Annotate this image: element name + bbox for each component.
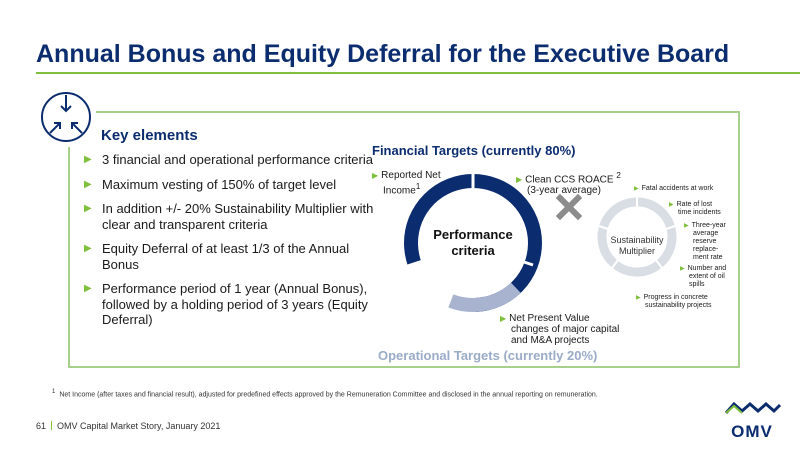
sustainability-item: ▶ Fatal accidents at work bbox=[634, 185, 714, 192]
list-item: ▶ 3 financial and operational performance… bbox=[84, 152, 373, 167]
sustainability-item: ▶ Three-year average reserve replace-ment… bbox=[684, 222, 726, 261]
triangle-right-icon: ▶ bbox=[372, 171, 379, 180]
clean-ccs-roace-label: ▶ Clean CCS ROACE 2 (3-year average) bbox=[516, 170, 621, 197]
triangle-right-icon: ▶ bbox=[684, 223, 689, 229]
performance-ring bbox=[404, 174, 542, 312]
sustainability-multiplier-label: Sustainability Multiplier bbox=[610, 235, 664, 256]
list-item: ▶ Equity Deferral of at least 1/3 of the … bbox=[84, 241, 350, 272]
sustainability-item: ▶ Progress in concrete sustainability pro… bbox=[636, 294, 712, 309]
triangle-right-icon: ▶ bbox=[500, 314, 507, 323]
segment-divider bbox=[412, 259, 426, 267]
key-elements-list: ▶ 3 financial and operational performance… bbox=[84, 152, 384, 337]
omv-logo: OMV bbox=[722, 401, 782, 442]
title-divider bbox=[36, 72, 800, 74]
omv-logo-mark bbox=[724, 401, 782, 414]
triangle-right-icon: ▶ bbox=[84, 243, 92, 254]
segment-divider bbox=[520, 259, 534, 267]
footer-divider bbox=[51, 421, 53, 430]
npv-label: ▶ Net Present Value changes of major capi… bbox=[500, 313, 620, 346]
key-elements-heading: Key elements bbox=[101, 127, 198, 144]
footer-text: OMV Capital Market Story, January 2021 bbox=[57, 421, 221, 431]
triangle-right-icon: ▶ bbox=[636, 295, 641, 301]
footer: 61 OMV Capital Market Story, January 2021 bbox=[36, 421, 220, 431]
multiply-icon bbox=[556, 194, 582, 220]
operational-segment bbox=[404, 174, 542, 312]
footnote: 1 Net Income (after taxes and financial r… bbox=[52, 389, 598, 399]
sustainability-item: ▶ Rate of lost time incidents bbox=[669, 201, 721, 216]
list-item: ▶ Performance period of 1 year (Annual Bo… bbox=[84, 281, 368, 327]
triangle-right-icon: ▶ bbox=[634, 186, 639, 192]
list-item: ▶ In addition +/- 20% Sustainability Mult… bbox=[84, 201, 374, 232]
triangle-right-icon: ▶ bbox=[516, 175, 523, 185]
triangle-right-icon: ▶ bbox=[680, 266, 685, 272]
content-frame bbox=[68, 111, 740, 368]
triangle-right-icon: ▶ bbox=[84, 154, 92, 165]
sustainability-item: ▶ Number and extent of oil spills bbox=[680, 265, 727, 288]
page-number: 61 bbox=[36, 421, 47, 431]
triangle-right-icon: ▶ bbox=[84, 203, 92, 214]
triangle-right-icon: ▶ bbox=[669, 202, 674, 208]
omv-logo-word: OMV bbox=[731, 422, 773, 441]
performance-criteria-label: Performance criteria bbox=[433, 227, 513, 258]
page-title: Annual Bonus and Equity Deferral for the… bbox=[36, 40, 730, 68]
sustainability-ring bbox=[597, 197, 677, 277]
operational-targets-title: Operational Targets (currently 20%) bbox=[378, 348, 598, 363]
reported-net-income-label: ▶ Reported Net Income1 bbox=[372, 170, 441, 197]
triangle-right-icon: ▶ bbox=[84, 178, 92, 190]
financial-targets-title: Financial Targets (currently 80%) bbox=[372, 143, 576, 158]
converging-arrows-icon bbox=[36, 87, 96, 147]
triangle-right-icon: ▶ bbox=[84, 283, 92, 294]
list-item: ▶ Maximum vesting of 150% of target level bbox=[84, 176, 337, 192]
